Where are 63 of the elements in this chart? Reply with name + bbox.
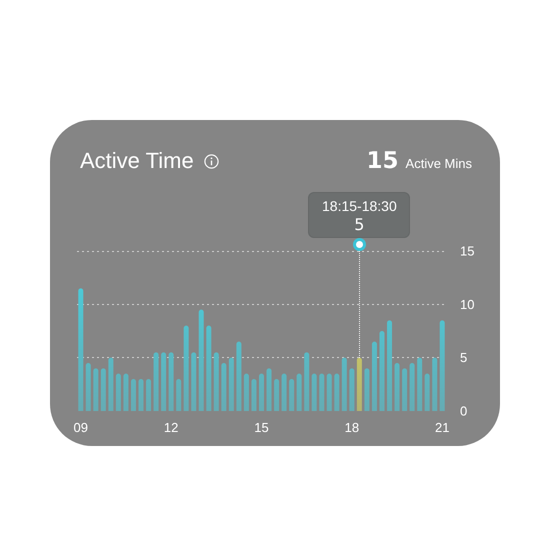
bar — [78, 288, 84, 411]
bar — [228, 358, 234, 411]
bar — [176, 379, 182, 411]
text: Active Mins — [406, 156, 472, 171]
bar — [100, 368, 106, 411]
bar — [206, 326, 212, 411]
bar — [432, 358, 438, 411]
bar — [108, 358, 114, 411]
bar — [440, 320, 445, 411]
bar — [274, 379, 280, 411]
bar — [266, 368, 272, 411]
x-tick-label: 21 — [435, 420, 450, 435]
bar — [319, 374, 324, 411]
bar — [326, 374, 332, 411]
y-tick-label: 5 — [460, 350, 468, 366]
bar — [372, 342, 377, 411]
bar — [259, 374, 264, 411]
y-tick-label: 0 — [460, 404, 468, 418]
y-tick-label: 10 — [460, 296, 474, 312]
bar — [424, 374, 430, 411]
bar — [138, 379, 144, 411]
data-label: 5 — [353, 215, 366, 234]
bar — [417, 358, 422, 411]
bar — [289, 379, 294, 411]
bar — [312, 374, 317, 411]
x-tick-label: 09 — [74, 420, 88, 435]
bar — [334, 374, 340, 411]
bar — [130, 379, 136, 411]
bar — [236, 342, 242, 411]
bar — [214, 352, 219, 411]
y-tick-label: 15 — [460, 244, 474, 258]
bar — [356, 358, 362, 411]
bar — [191, 352, 196, 411]
bar — [282, 374, 287, 411]
bar — [364, 368, 370, 411]
bar — [123, 374, 128, 411]
chart-title: Active Time — [80, 148, 194, 174]
bar — [116, 374, 121, 411]
text: 18:15-18:30 — [321, 198, 398, 215]
bar — [146, 379, 152, 411]
x-tick-label: 12 — [164, 420, 178, 435]
x-tick-label: 15 — [254, 420, 269, 435]
bar — [349, 368, 354, 411]
bar — [387, 320, 392, 411]
bar — [251, 379, 256, 411]
bar — [304, 352, 310, 411]
bar — [154, 352, 159, 411]
bar — [161, 352, 166, 411]
bar — [168, 352, 174, 411]
text: 15 — [366, 148, 399, 174]
bar — [410, 363, 415, 411]
bar — [296, 374, 302, 411]
bar — [221, 363, 226, 411]
bar — [342, 358, 347, 411]
bar — [379, 331, 384, 411]
bar — [93, 368, 98, 411]
bar — [402, 368, 408, 411]
bar — [198, 310, 204, 411]
bar — [244, 374, 249, 411]
x-tick-label: 18 — [344, 420, 360, 435]
bar — [86, 363, 91, 411]
bar — [184, 326, 189, 411]
bar — [394, 363, 400, 411]
